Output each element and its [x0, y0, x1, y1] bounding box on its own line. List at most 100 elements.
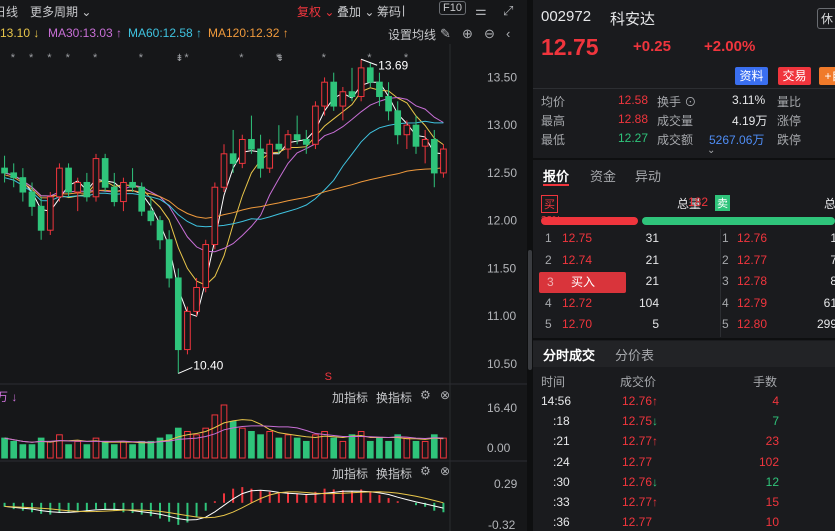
- tab-events[interactable]: 异动: [635, 169, 662, 184]
- tab-quote[interactable]: 报价: [543, 169, 570, 184]
- ma5-line: [4, 81, 444, 317]
- trade-price: 12.77↑: [622, 495, 659, 509]
- volume-bar: [293, 437, 301, 459]
- volume-bar: [46, 440, 54, 459]
- chart-scrollbar[interactable]: [528, 250, 532, 370]
- ma60-value: MA60:12.58 ↑: [128, 26, 203, 40]
- candle-body: [394, 110, 402, 136]
- chart-canvas[interactable]: 13.50 13.00 12.50 12.00 11.50 11.00 10.50 * * * * *…: [0, 0, 527, 531]
- stock-code: 002972: [541, 8, 592, 25]
- info-icon[interactable]: ⊙: [684, 95, 697, 109]
- chevron-left-icon[interactable]: ‹: [506, 26, 511, 41]
- bid-level: 4: [545, 295, 552, 310]
- volume-bar: [110, 444, 118, 459]
- stock-tag[interactable]: 休: [817, 8, 835, 29]
- volume-bar: [174, 427, 182, 459]
- volume-bar: [284, 434, 292, 459]
- event-marker-icon: *: [29, 52, 34, 64]
- candle-body: [46, 196, 54, 231]
- candle-body: [156, 220, 164, 241]
- profile-button[interactable]: 资料: [735, 67, 768, 85]
- settings-sliders-icon[interactable]: ⚌: [475, 3, 487, 18]
- candle-body: [92, 158, 100, 198]
- volume-bar: [147, 440, 155, 459]
- candle-body: [19, 177, 27, 193]
- buy-in-button[interactable]: 3 买入: [539, 272, 626, 293]
- trade-price: 12.75↓: [622, 414, 659, 429]
- volume-ma-line: [4, 419, 444, 444]
- volume-ma-line: [4, 425, 444, 443]
- kline-chart-panel[interactable]: 日线 更多周期 ⌄ 复权 ⌄ 叠加 ⌄ 筹码 | F10 ⚌ ⤢ 13.10 ↓…: [0, 0, 527, 531]
- ask-price[interactable]: 12.77: [737, 252, 768, 267]
- low-label: 最低: [541, 133, 566, 147]
- turnover-value: 3.11%: [732, 93, 766, 107]
- chips-button[interactable]: 筹码: [377, 5, 402, 19]
- trades-tabbar: [533, 341, 835, 367]
- trade-price: 12.77: [622, 454, 653, 469]
- volume-bar: [348, 434, 356, 459]
- volume-bar: [19, 444, 27, 459]
- add-indicator-button-2[interactable]: 加指标: [332, 467, 369, 481]
- zoom-out-icon[interactable]: ⊖: [484, 26, 495, 41]
- candle-body: [440, 148, 447, 174]
- gear-icon[interactable]: ⚙: [420, 464, 431, 478]
- period-daily-tab[interactable]: 日线: [0, 5, 19, 19]
- more-periods-menu[interactable]: 更多周期 ⌄: [30, 3, 91, 20]
- expand-arrows-icon[interactable]: ⤢: [503, 3, 514, 18]
- candle-body: [339, 91, 347, 107]
- bid-price[interactable]: 12.72: [562, 295, 593, 310]
- quote-panel: 002972 科安达 休 12.75 +0.25 +2.00% 资料 交易 +自…: [533, 0, 835, 531]
- bid-price[interactable]: 12.70: [562, 317, 593, 331]
- edit-icon[interactable]: ✎: [440, 26, 451, 41]
- close-icon[interactable]: ⊗: [440, 388, 451, 402]
- candle-body: [211, 186, 219, 246]
- ask-price[interactable]: 12.79: [737, 295, 768, 310]
- add-watchlist-button[interactable]: +自: [819, 67, 835, 85]
- overlay-menu[interactable]: 叠加 ⌄: [337, 3, 374, 20]
- price-change: +0.25: [633, 38, 671, 55]
- adjust-menu[interactable]: 复权 ⌄: [297, 3, 334, 20]
- tab-funds[interactable]: 资金: [590, 169, 617, 184]
- y-axis-tick-label: 16.40: [487, 401, 517, 415]
- f10-button[interactable]: F10: [439, 1, 466, 15]
- add-indicator-button-1[interactable]: 加指标: [332, 391, 369, 405]
- chevron-down-icon: ⌄: [78, 5, 92, 19]
- tab-tick-trades[interactable]: 分时成交: [543, 348, 596, 363]
- close-icon[interactable]: ⊗: [440, 464, 451, 478]
- bid-price[interactable]: 12.75: [562, 231, 593, 245]
- bid-volume: 21: [645, 274, 659, 288]
- divider: [720, 229, 721, 337]
- trade-qty: 10: [765, 515, 779, 530]
- ask-price[interactable]: 12.80: [737, 317, 768, 331]
- limit-up-label: 涨停: [777, 114, 802, 128]
- overlay-label: 叠加: [337, 5, 362, 19]
- candle-body: [312, 105, 319, 145]
- volume-bar: [412, 440, 420, 459]
- chevron-down-icon[interactable]: ⌄: [707, 145, 716, 156]
- zoom-in-icon[interactable]: ⊕: [462, 26, 473, 41]
- sub-indicator-label: 万 ↓: [0, 390, 18, 404]
- ask-level: 5: [722, 317, 729, 331]
- switch-indicator-button-1[interactable]: 换指标: [376, 391, 413, 405]
- volume-bar: [156, 437, 164, 459]
- trade-button[interactable]: 交易: [778, 67, 811, 85]
- high-label: 最高: [541, 114, 566, 128]
- bid-price[interactable]: 12.74: [562, 252, 593, 267]
- candle-body: [348, 91, 356, 98]
- ma120-value: MA120:12.32 ↑: [208, 26, 289, 40]
- ma-settings-button[interactable]: 设置均线: [388, 28, 437, 42]
- volume-bar: [1, 437, 8, 459]
- ask-price[interactable]: 12.78: [737, 274, 768, 288]
- tab-price-table[interactable]: 分价表: [615, 348, 655, 363]
- adjust-label: 复权: [297, 5, 322, 19]
- divider: [533, 338, 835, 340]
- switch-indicator-button-2[interactable]: 换指标: [376, 467, 413, 481]
- volume-bar: [56, 434, 63, 459]
- gear-icon[interactable]: ⚙: [420, 388, 431, 402]
- y-axis-tick-label: 0.00: [487, 441, 511, 455]
- y-axis-tick-label: 12.50: [487, 166, 517, 180]
- volume-bar: [339, 440, 347, 459]
- ask-price[interactable]: 12.76: [737, 231, 768, 245]
- trade-time: 14:56: [541, 394, 572, 408]
- price-change-pct: +2.00%: [704, 38, 756, 55]
